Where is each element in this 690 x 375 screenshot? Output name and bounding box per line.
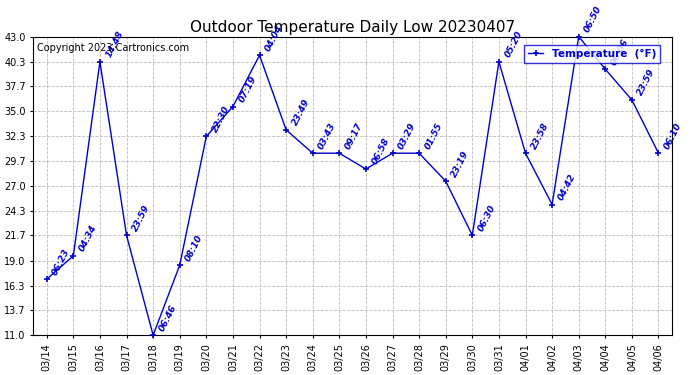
Text: 14:48: 14:48 bbox=[104, 29, 125, 59]
Text: 06:23: 06:23 bbox=[51, 247, 72, 276]
Text: 08:10: 08:10 bbox=[184, 233, 205, 262]
Text: 06:30: 06:30 bbox=[477, 203, 497, 232]
Text: 03:29: 03:29 bbox=[397, 121, 417, 150]
Text: 06:46: 06:46 bbox=[157, 303, 178, 332]
Text: 07:19: 07:19 bbox=[237, 74, 258, 104]
Text: 06:10: 06:10 bbox=[662, 121, 684, 150]
Text: 06:50: 06:50 bbox=[583, 4, 604, 34]
Text: 01:55: 01:55 bbox=[423, 121, 444, 150]
Text: 23:58: 23:58 bbox=[530, 121, 551, 150]
Text: 06:58: 06:58 bbox=[370, 137, 391, 166]
Text: 09:17: 09:17 bbox=[344, 121, 364, 150]
Title: Outdoor Temperature Daily Low 20230407: Outdoor Temperature Daily Low 20230407 bbox=[190, 20, 515, 35]
Legend: Temperature  (°F): Temperature (°F) bbox=[524, 45, 660, 63]
Text: 23:59: 23:59 bbox=[130, 203, 152, 232]
Text: 23:49: 23:49 bbox=[290, 98, 311, 127]
Text: 23:59: 23:59 bbox=[636, 68, 657, 97]
Text: 06:06: 06:06 bbox=[609, 37, 631, 66]
Text: 03:43: 03:43 bbox=[317, 121, 338, 150]
Text: 04:04: 04:04 bbox=[264, 23, 285, 53]
Text: 04:34: 04:34 bbox=[77, 224, 99, 253]
Text: Copyright 2023 Cartronics.com: Copyright 2023 Cartronics.com bbox=[37, 42, 189, 52]
Text: 04:42: 04:42 bbox=[556, 172, 578, 202]
Text: 22:30: 22:30 bbox=[210, 104, 232, 134]
Text: 05:20: 05:20 bbox=[503, 29, 524, 59]
Text: 23:19: 23:19 bbox=[450, 149, 471, 178]
